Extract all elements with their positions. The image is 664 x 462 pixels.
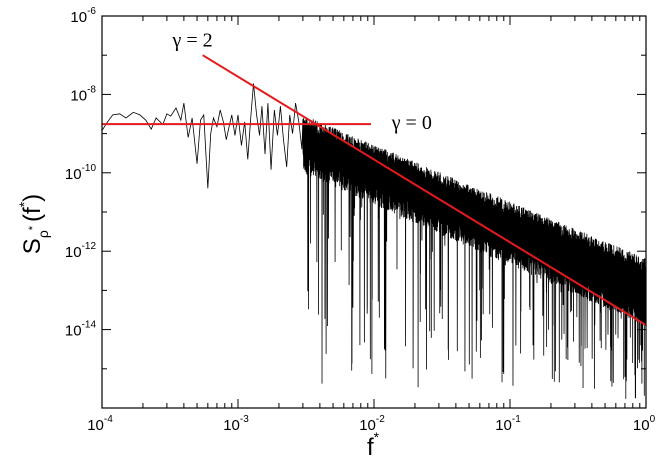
x-tick-label: 10-3 [223, 414, 249, 434]
x-tick-label: 10-1 [495, 414, 521, 434]
y-tick-label: 10-12 [65, 241, 97, 261]
fit-line-gamma-2 [202, 54, 647, 326]
y-tick-label: 10-14 [65, 320, 97, 340]
spectrum-series [101, 83, 647, 399]
annotations: γ = 2 γ = 0 [172, 30, 432, 134]
tick-labels: 10-4 10-3 10-2 10-1 100 10-14 10-12 10-10 10-8 10… [65, 6, 656, 434]
plot-frame [101, 15, 647, 409]
y-axis-title: Sρ*(f*) [16, 194, 51, 254]
y-tick-label: 10-6 [70, 6, 96, 26]
axis-ticks [101, 15, 647, 409]
spectrum-line [101, 83, 647, 399]
x-tick-label: 100 [633, 414, 656, 434]
y-tick-label: 10-8 [70, 84, 96, 104]
x-axis-title: f* [367, 429, 380, 461]
x-tick-label: 10-2 [359, 414, 385, 434]
x-tick-label: 10-4 [87, 414, 113, 434]
y-tick-label: 10-10 [65, 163, 97, 183]
annotation-gamma-0: γ = 0 [391, 112, 432, 134]
fit-lines [102, 54, 647, 326]
annotation-gamma-2: γ = 2 [172, 30, 213, 52]
